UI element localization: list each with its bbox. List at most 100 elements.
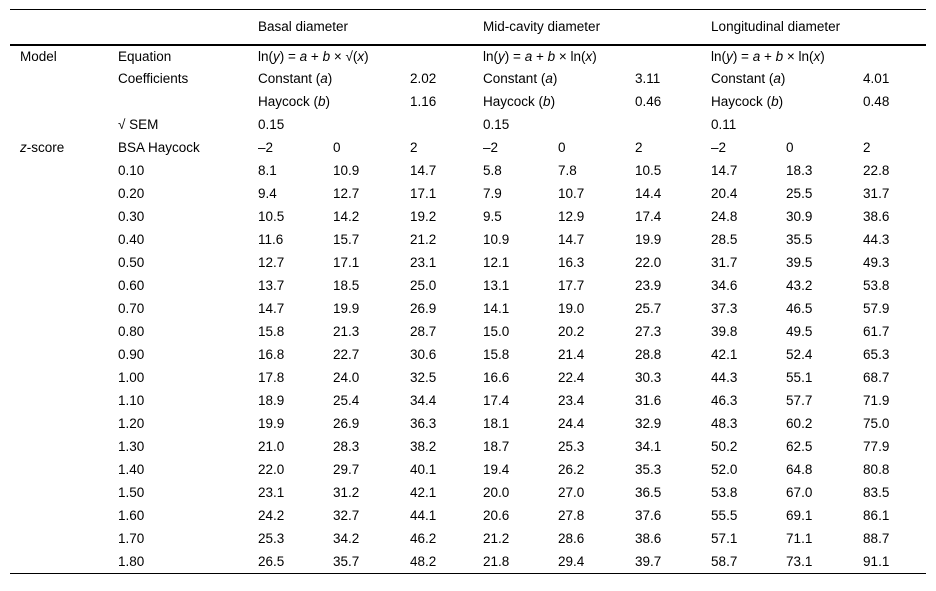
z-value-cell: 20.4 <box>711 186 738 202</box>
z-value-cell: 15.8 <box>483 347 510 363</box>
bsa-value-cell: 1.20 <box>118 416 145 432</box>
z-value-cell: 32.9 <box>635 416 662 432</box>
zscore-data-row: 0.20 9.4 12.7 17.1 7.9 10.7 14.4 20.4 25.5 31.7 <box>10 183 926 206</box>
spacer-cell <box>108 91 250 114</box>
zscore-data-row: 1.80 26.5 35.7 48.2 21.8 29.4 39.7 58.7 73.1 91.1 <box>10 551 926 574</box>
bsa-value-cell: 0.40 <box>118 232 145 248</box>
zscore-data-row: 1.40 22.0 29.7 40.1 19.4 26.2 35.3 52.0 64.8 80.8 <box>10 459 926 482</box>
spacer-cell <box>10 229 108 252</box>
constant-value-basal: 2.02 <box>410 71 437 87</box>
z-value-cell: 21.8 <box>483 554 510 569</box>
z-value-cell: 62.5 <box>786 439 813 455</box>
zscore-data-row: 0.80 15.8 21.3 28.7 15.0 20.2 27.3 39.8 49.5 61.7 <box>10 321 926 344</box>
spacer-cell <box>108 10 250 45</box>
spacer-cell <box>10 551 108 574</box>
z-value-cell: 28.3 <box>333 439 360 455</box>
z-value-cell: 24.0 <box>333 370 360 386</box>
z-value-cell: 19.2 <box>410 209 437 225</box>
paper-table-page: Basal diameter Mid-cavity diameter Longi… <box>10 9 927 574</box>
zscore-data-row: 1.10 18.9 25.4 34.4 17.4 23.4 31.6 46.3 57.7 71.9 <box>10 390 926 413</box>
z-value-cell: 14.7 <box>258 301 285 317</box>
z-value-cell: 23.4 <box>558 393 585 409</box>
z-value-cell: 14.1 <box>483 301 510 317</box>
z-value-cell: 52.4 <box>786 347 813 363</box>
coefficients-label: Coefficients <box>118 71 189 87</box>
z-value-cell: 68.7 <box>863 370 890 386</box>
bsa-value-cell: 1.00 <box>118 370 145 386</box>
spacer-cell <box>10 459 108 482</box>
zscore-data-row: 1.50 23.1 31.2 42.1 20.0 27.0 36.5 53.8 67.0 83.5 <box>10 482 926 505</box>
equation-longitudinal: ln(y) = a + b × ln(x) <box>711 48 825 64</box>
spacer-cell <box>10 160 108 183</box>
z-value-cell: 64.8 <box>786 462 813 478</box>
z-value-cell: 50.2 <box>711 439 738 455</box>
z-value-cell: 44.1 <box>410 508 437 524</box>
z-value-cell: 12.7 <box>258 255 285 271</box>
z-value-cell: 36.5 <box>635 485 662 501</box>
bsa-value-cell: 0.60 <box>118 278 145 294</box>
spacer-cell <box>10 390 108 413</box>
z-value-cell: 26.5 <box>258 554 285 569</box>
z-value-cell: 17.7 <box>558 278 585 294</box>
bsa-value-cell: 1.60 <box>118 508 145 524</box>
z-value-cell: 12.9 <box>558 209 585 225</box>
z-value-cell: 71.1 <box>786 531 813 547</box>
z-value-cell: 43.2 <box>786 278 813 294</box>
z-value-cell: 25.3 <box>258 531 285 547</box>
zscore-section-label: z-score <box>20 140 65 156</box>
z-value-cell: 8.1 <box>258 163 277 179</box>
z-value-cell: 31.2 <box>333 485 360 501</box>
zscore-header-row: z-score BSA Haycock –2 0 2 –2 0 2 –2 0 2 <box>10 137 926 160</box>
spacer-cell <box>10 275 108 298</box>
z-value-cell: 65.3 <box>863 347 890 363</box>
z-value-cell: 58.7 <box>711 554 738 569</box>
z-value-cell: 34.1 <box>635 439 662 455</box>
z-value-cell: 29.7 <box>333 462 360 478</box>
zscore-data-row: 1.00 17.8 24.0 32.5 16.6 22.4 30.3 44.3 55.1 68.7 <box>10 367 926 390</box>
constant-value-longitudinal: 4.01 <box>863 71 890 87</box>
z-value-cell: 19.9 <box>258 416 285 432</box>
spacer-cell <box>10 206 108 229</box>
z-column-header: 2 <box>410 140 418 156</box>
z-value-cell: 19.0 <box>558 301 585 317</box>
z-value-cell: 55.1 <box>786 370 813 386</box>
z-value-cell: 10.7 <box>558 186 585 202</box>
z-value-cell: 18.1 <box>483 416 510 432</box>
sem-value-longitudinal: 0.11 <box>711 117 737 133</box>
z-value-cell: 9.5 <box>483 209 502 225</box>
z-value-cell: 20.6 <box>483 508 510 524</box>
z-value-cell: 19.9 <box>333 301 360 317</box>
z-value-cell: 10.5 <box>635 163 662 179</box>
spacer-cell <box>10 68 108 91</box>
sem-value-basal: 0.15 <box>258 117 285 133</box>
z-value-cell: 10.9 <box>483 232 510 248</box>
sem-label: √ SEM <box>118 117 159 133</box>
z-value-cell: 22.4 <box>558 370 585 386</box>
z-value-cell: 30.9 <box>786 209 813 225</box>
z-column-header: –2 <box>258 140 274 156</box>
z-value-cell: 36.3 <box>410 416 437 432</box>
z-value-cell: 57.7 <box>786 393 813 409</box>
z-value-cell: 21.2 <box>483 531 510 547</box>
spacer-cell <box>10 505 108 528</box>
z-value-cell: 39.8 <box>711 324 738 340</box>
z-value-cell: 55.5 <box>711 508 738 524</box>
z-value-cell: 46.2 <box>410 531 437 547</box>
z-value-cell: 13.7 <box>258 278 285 294</box>
bsa-value-cell: 1.30 <box>118 439 145 455</box>
zscore-data-row: 0.30 10.5 14.2 19.2 9.5 12.9 17.4 24.8 30.9 38.6 <box>10 206 926 229</box>
z-value-cell: 49.5 <box>786 324 813 340</box>
equation-row: Model Equation ln(y) = a + b × √(x) ln(y… <box>10 45 926 68</box>
z-value-cell: 32.5 <box>410 370 437 386</box>
z-value-cell: 17.1 <box>333 255 360 271</box>
z-value-cell: 27.8 <box>558 508 585 524</box>
group-header-longitudinal: Longitudinal diameter <box>711 19 841 34</box>
z-value-cell: 28.8 <box>635 347 662 363</box>
z-value-cell: 23.1 <box>258 485 285 501</box>
z-value-cell: 42.1 <box>410 485 437 501</box>
z-value-cell: 18.5 <box>333 278 360 294</box>
spacer-cell <box>10 114 108 137</box>
spacer-cell <box>10 344 108 367</box>
z-value-cell: 20.2 <box>558 324 585 340</box>
z-value-cell: 17.4 <box>483 393 510 409</box>
